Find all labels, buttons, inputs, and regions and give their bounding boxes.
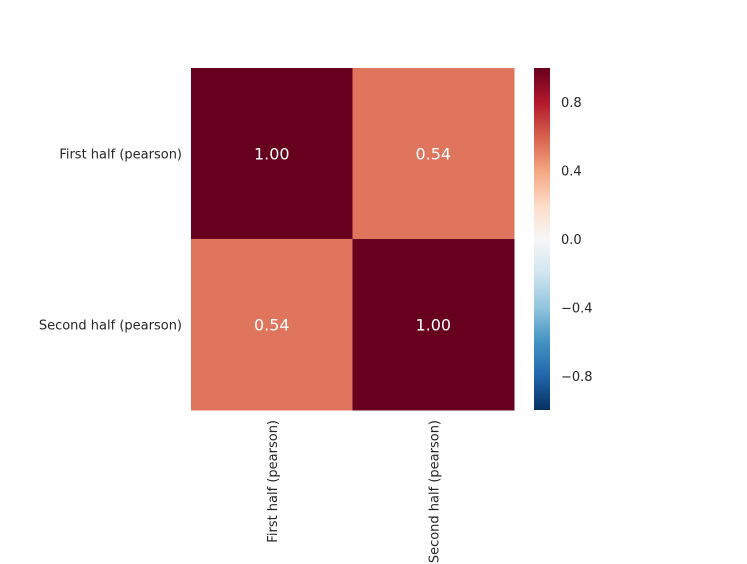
cell-value-label: 1.00 [254, 145, 290, 164]
colorbar-ticks: 0.8 0.4 0.0 −0.4 −0.8 [561, 96, 593, 385]
colorbar-tick-label: 0.0 [561, 233, 582, 248]
cell-value-label: 1.00 [415, 316, 451, 335]
heatmap-cells [191, 68, 515, 411]
cell-value-label: 0.54 [254, 316, 290, 335]
y-tick-labels: First half (pearson) Second half (pearson… [39, 148, 182, 334]
colorbar-tick-label: −0.4 [561, 301, 593, 316]
heatmap-cell [191, 68, 353, 240]
colorbar [534, 68, 550, 410]
x-tick-label: Second half (pearson) [427, 420, 442, 563]
colorbar-tick-label: −0.8 [561, 370, 593, 385]
x-tick-label: First half (pearson) [266, 420, 281, 543]
y-tick-label: First half (pearson) [59, 148, 182, 163]
heatmap-cell [191, 239, 353, 411]
colorbar-tick-label: 0.8 [561, 96, 582, 111]
colorbar-tick-label: 0.4 [561, 165, 582, 180]
heatmap-cell [352, 68, 515, 240]
cell-value-label: 0.54 [415, 145, 451, 164]
y-tick-label: Second half (pearson) [39, 319, 182, 334]
x-tick-labels: First half (pearson) Second half (pearson… [266, 420, 443, 563]
heatmap-cell [352, 239, 515, 411]
heatmap-cell-labels: 1.00 0.54 0.54 1.00 [254, 145, 451, 335]
